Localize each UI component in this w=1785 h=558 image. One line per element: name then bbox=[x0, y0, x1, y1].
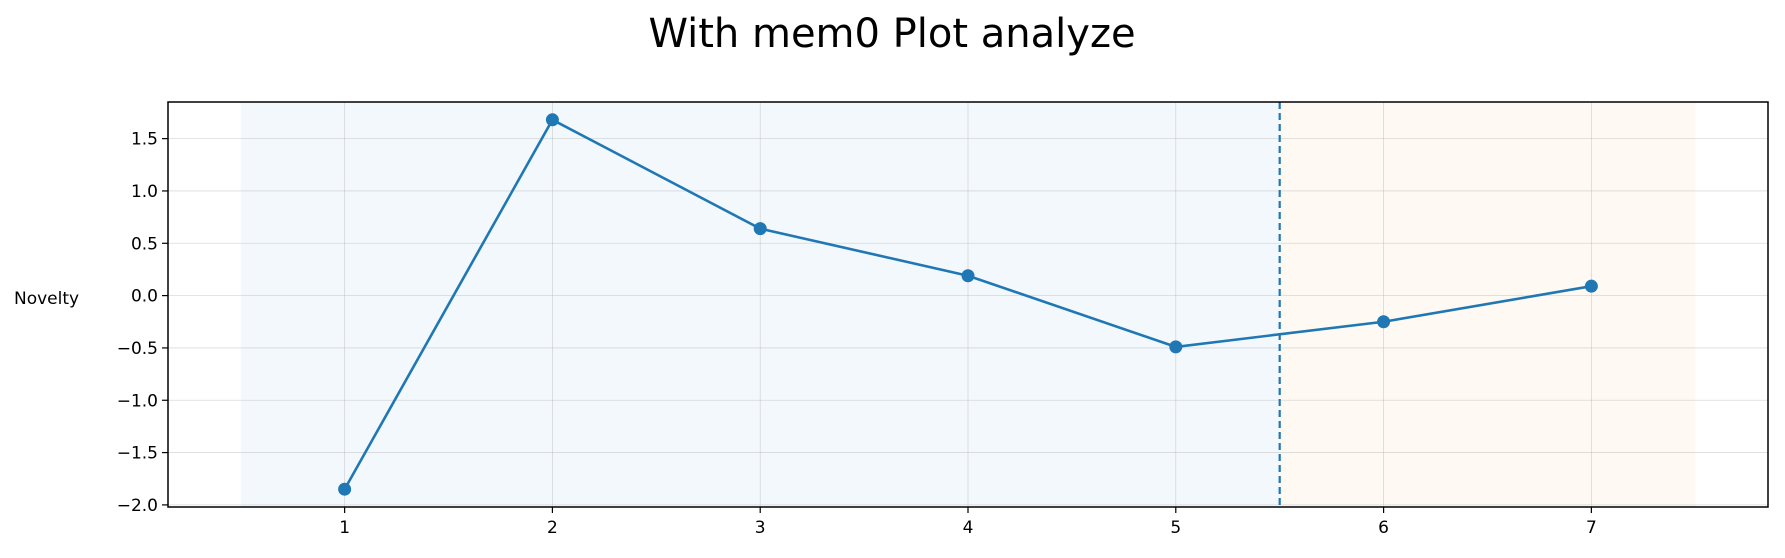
data-point-5 bbox=[1169, 340, 1183, 354]
x-tick-label-4: 4 bbox=[963, 518, 974, 538]
x-tick-label-7: 7 bbox=[1586, 518, 1597, 538]
y-tick-label-7: −1.5 bbox=[117, 444, 158, 464]
grid bbox=[168, 102, 1768, 507]
x-axis: 1 2 3 4 5 6 7 bbox=[339, 507, 1597, 538]
y-tick-label-3: 0.5 bbox=[131, 234, 158, 254]
y-tick-label-6: −1.0 bbox=[117, 391, 158, 411]
series bbox=[338, 113, 1598, 496]
x-tick-label-5: 5 bbox=[1170, 518, 1181, 538]
y-axis: 1.5 1.0 0.5 0.0 −0.5 −1.0 −1.5 −2.0 bbox=[117, 130, 168, 516]
data-point-1 bbox=[338, 482, 352, 496]
x-tick-label-3: 3 bbox=[755, 518, 766, 538]
y-tick-label-2: 1.0 bbox=[131, 182, 158, 202]
chart-title: With mem0 Plot analyze bbox=[648, 11, 1135, 57]
data-point-3 bbox=[753, 222, 767, 236]
data-point-4 bbox=[961, 269, 975, 283]
data-point-2 bbox=[545, 113, 559, 127]
y-tick-label-4: 0.0 bbox=[131, 287, 158, 307]
y-tick-label-8: −2.0 bbox=[117, 496, 158, 516]
x-tick-label-6: 6 bbox=[1378, 518, 1389, 538]
y-tick-label-1: 1.5 bbox=[131, 130, 158, 150]
y-tick-label-5: −0.5 bbox=[117, 339, 158, 359]
data-point-6 bbox=[1377, 315, 1391, 329]
y-axis-label: Novelty bbox=[14, 289, 79, 309]
x-tick-label-2: 2 bbox=[547, 518, 558, 538]
region-1 bbox=[240, 102, 1280, 507]
data-point-7 bbox=[1584, 279, 1598, 293]
x-tick-label-1: 1 bbox=[339, 518, 350, 538]
